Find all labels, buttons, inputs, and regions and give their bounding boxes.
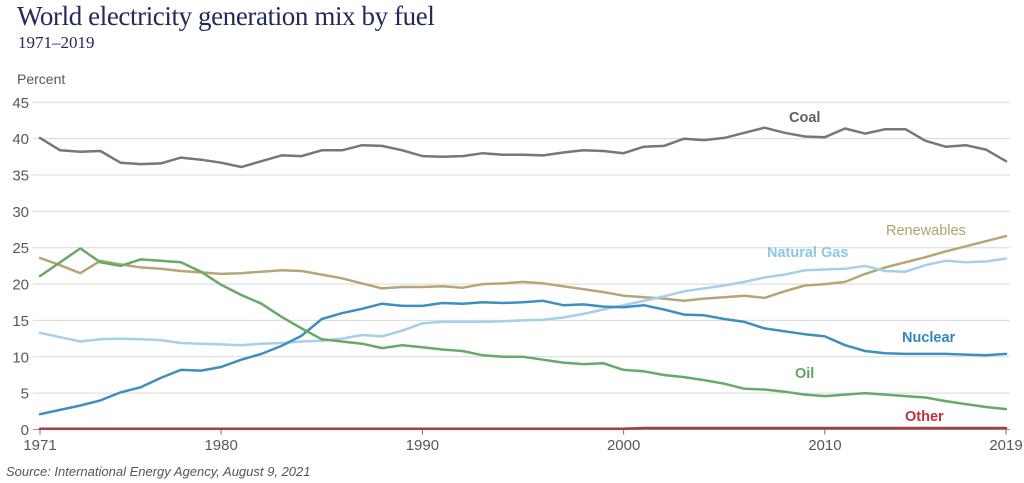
series-label-other: Other [905,409,944,425]
x-tick-label: 1990 [406,437,439,454]
series-label-renewables: Renewables [886,223,966,239]
series-line-renewables [38,234,1008,303]
y-tick-label: 35 [12,168,29,185]
x-tick-label: 1971 [23,437,56,454]
y-tick-label: 30 [12,204,29,221]
x-tick-label: 2000 [607,437,640,454]
series-label-nuclear: Nuclear [902,330,956,346]
series-line-coal [38,126,1008,169]
y-tick-label: 25 [12,240,29,257]
x-tick-label: 2019 [989,437,1022,454]
y-tick-label: 20 [12,277,29,294]
chart-title: World electricity generation mix by fuel [17,1,435,31]
series-line-natural_gas [38,257,1008,347]
y-axis-unit-label: Percent [17,71,66,87]
chart-subtitle: 1971–2019 [18,33,95,52]
series-line-nuclear [38,299,1008,416]
series-line-other [38,426,1008,431]
y-tick-label: 10 [12,349,29,366]
series-label-natural_gas: Natural Gas [767,245,849,261]
y-tick-label: 15 [12,313,29,330]
series-label-coal: Coal [789,110,821,126]
y-tick-label: 45 [12,95,29,112]
series-label-oil: Oil [795,366,815,382]
y-tick-label: 5 [21,386,29,403]
y-tick-label: 0 [21,422,29,439]
source-note: Source: International Energy Agency, Aug… [6,464,311,479]
x-tick-label: 1980 [204,437,237,454]
y-tick-label: 40 [12,131,29,148]
x-tick-label: 2010 [808,437,841,454]
series-line-oil [38,247,1008,411]
